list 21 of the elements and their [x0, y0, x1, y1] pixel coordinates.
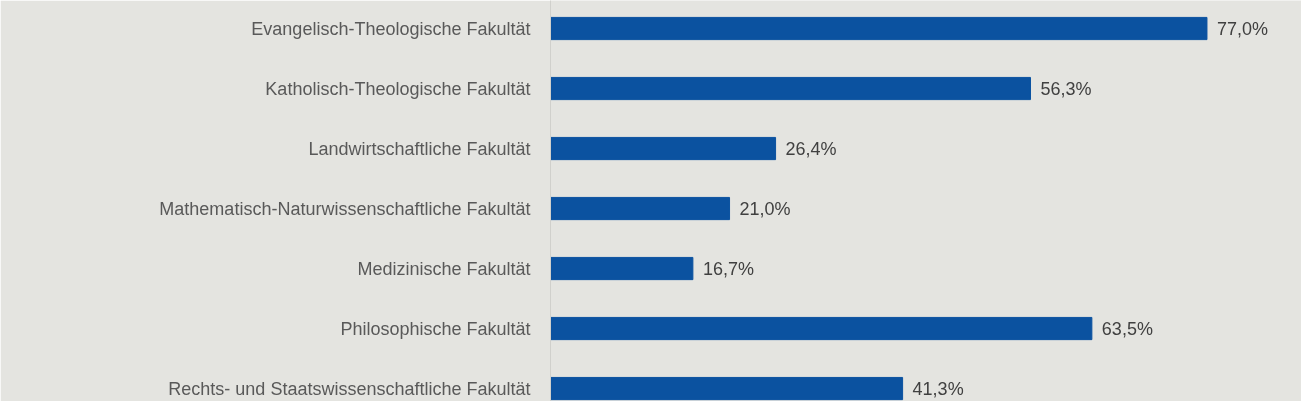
y-tick-label: Medizinische Fakultät [357, 258, 531, 279]
bar [550, 196, 731, 221]
data-label: 26,4% [785, 138, 837, 159]
data-label: 63,5% [1101, 318, 1153, 339]
y-tick-label: Katholisch-Theologische Fakultät [265, 78, 531, 99]
bar [550, 16, 1208, 41]
y-tick-label: Mathematisch-Naturwissenschaftliche Fakultät [159, 198, 531, 219]
data-label: 77,0% [1216, 18, 1269, 39]
bar [550, 256, 694, 281]
bar [550, 76, 1031, 101]
data-label: 16,7% [702, 258, 754, 279]
bar [550, 136, 777, 161]
y-tick-label: Philosophische Fakultät [340, 318, 531, 339]
y-tick-label: Landwirtschaftliche Fakultät [308, 138, 531, 159]
data-label: 21,0% [739, 198, 791, 219]
data-label: 56,3% [1040, 78, 1092, 99]
bar [550, 316, 1093, 341]
data-label: 41,3% [912, 378, 964, 399]
y-tick-label: Evangelisch-Theologische Fakultät [251, 18, 531, 39]
y-tick-label: Rechts- und Staatswissenschaftliche Fakultät [168, 378, 531, 399]
bar [550, 376, 904, 401]
